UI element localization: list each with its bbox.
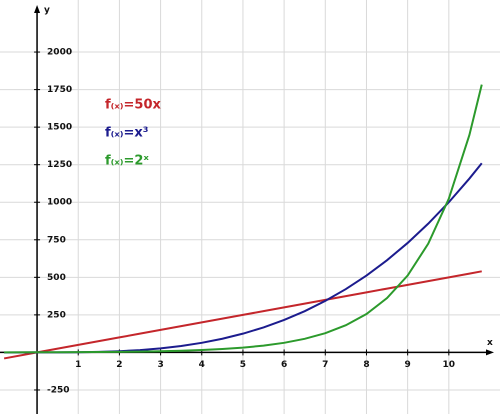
y-tick-label: 1750: [47, 85, 72, 95]
x-axis-arrow: [486, 349, 494, 356]
y-tick-label: 250: [47, 310, 66, 320]
legend-label: f₍ₓ₎=2ˣ: [105, 154, 149, 169]
x-tick-label: 7: [322, 360, 328, 370]
x-tick-label: 6: [281, 360, 287, 370]
series-line: [3, 270, 482, 360]
x-axis-label: x: [487, 338, 493, 348]
x-tick-label: 5: [240, 360, 246, 370]
series-line: [4, 84, 483, 354]
y-tick-label: 500: [47, 273, 66, 283]
y-tick-label: 1500: [47, 123, 72, 133]
x-tick-label: 4: [199, 360, 205, 370]
x-tick-label: 10: [443, 360, 456, 370]
y-tick-label: 750: [47, 235, 66, 245]
legend-label: f₍ₓ₎=50x: [105, 98, 161, 113]
x-tick-label: 1: [75, 360, 81, 370]
x-tick-label: 8: [363, 360, 369, 370]
x-tick-label: 9: [405, 360, 411, 370]
legend-label: f₍ₓ₎=x³: [105, 126, 148, 141]
x-tick-label: 2: [116, 360, 122, 370]
y-axis-label: y: [44, 6, 50, 16]
y-tick-label: 1250: [47, 160, 72, 170]
y-axis-arrow: [34, 5, 41, 13]
y-tick-label: 1000: [47, 198, 72, 208]
y-tick-label: 2000: [47, 48, 72, 58]
y-tick-label: -250: [47, 385, 70, 395]
x-tick-label: 3: [157, 360, 163, 370]
